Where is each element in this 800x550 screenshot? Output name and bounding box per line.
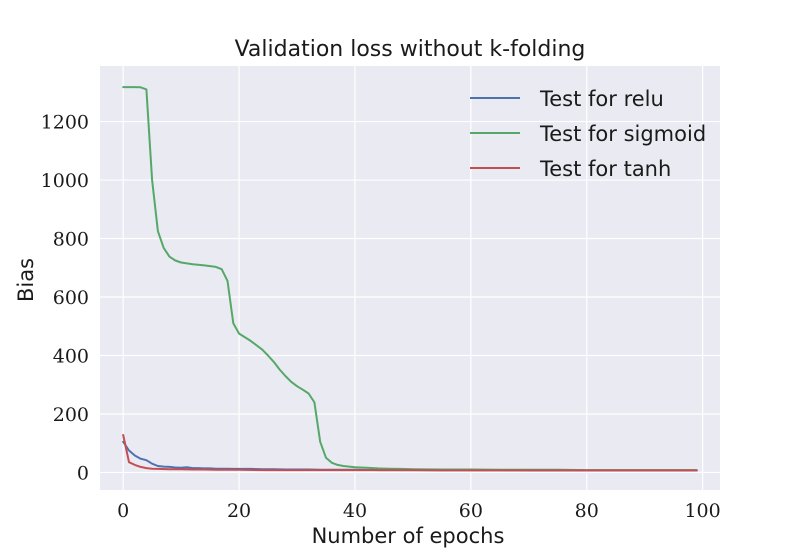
y-tick-labels: 0 200 400 600 800 1000 1200 — [41, 112, 89, 485]
legend-label-3: Test for tanh — [539, 157, 671, 181]
y-tick-label: 800 — [53, 229, 89, 251]
series-lines — [122, 86, 698, 472]
x-tick-label: 80 — [575, 500, 599, 522]
y-tick-label: 0 — [77, 462, 89, 484]
plot-background — [100, 66, 720, 490]
y-axis-label: Bias — [14, 258, 38, 302]
y-tick-label: 600 — [53, 287, 89, 309]
chart-title: Validation loss without k-folding — [235, 37, 586, 62]
x-tick-label: 0 — [117, 500, 129, 522]
x-axis-label: Number of epochs — [312, 524, 505, 548]
y-tick-label: 1000 — [41, 170, 89, 192]
legend-label-1: Test for relu — [539, 87, 664, 111]
x-tick-label: 40 — [343, 500, 367, 522]
x-tick-labels: 0 20 40 60 80 100 — [117, 500, 721, 522]
y-tick-label: 200 — [53, 404, 89, 426]
x-tick-label: 100 — [684, 500, 720, 522]
series-line-3 — [122, 434, 698, 472]
y-tick-label: 1200 — [41, 112, 89, 134]
y-tick-label: 400 — [53, 345, 89, 367]
legend: Test for relu Test for sigmoid Test for ta… — [470, 87, 706, 181]
x-tick-label: 60 — [459, 500, 483, 522]
grid-lines — [100, 66, 720, 490]
x-tick-label: 20 — [227, 500, 251, 522]
legend-label-2: Test for sigmoid — [539, 122, 706, 146]
